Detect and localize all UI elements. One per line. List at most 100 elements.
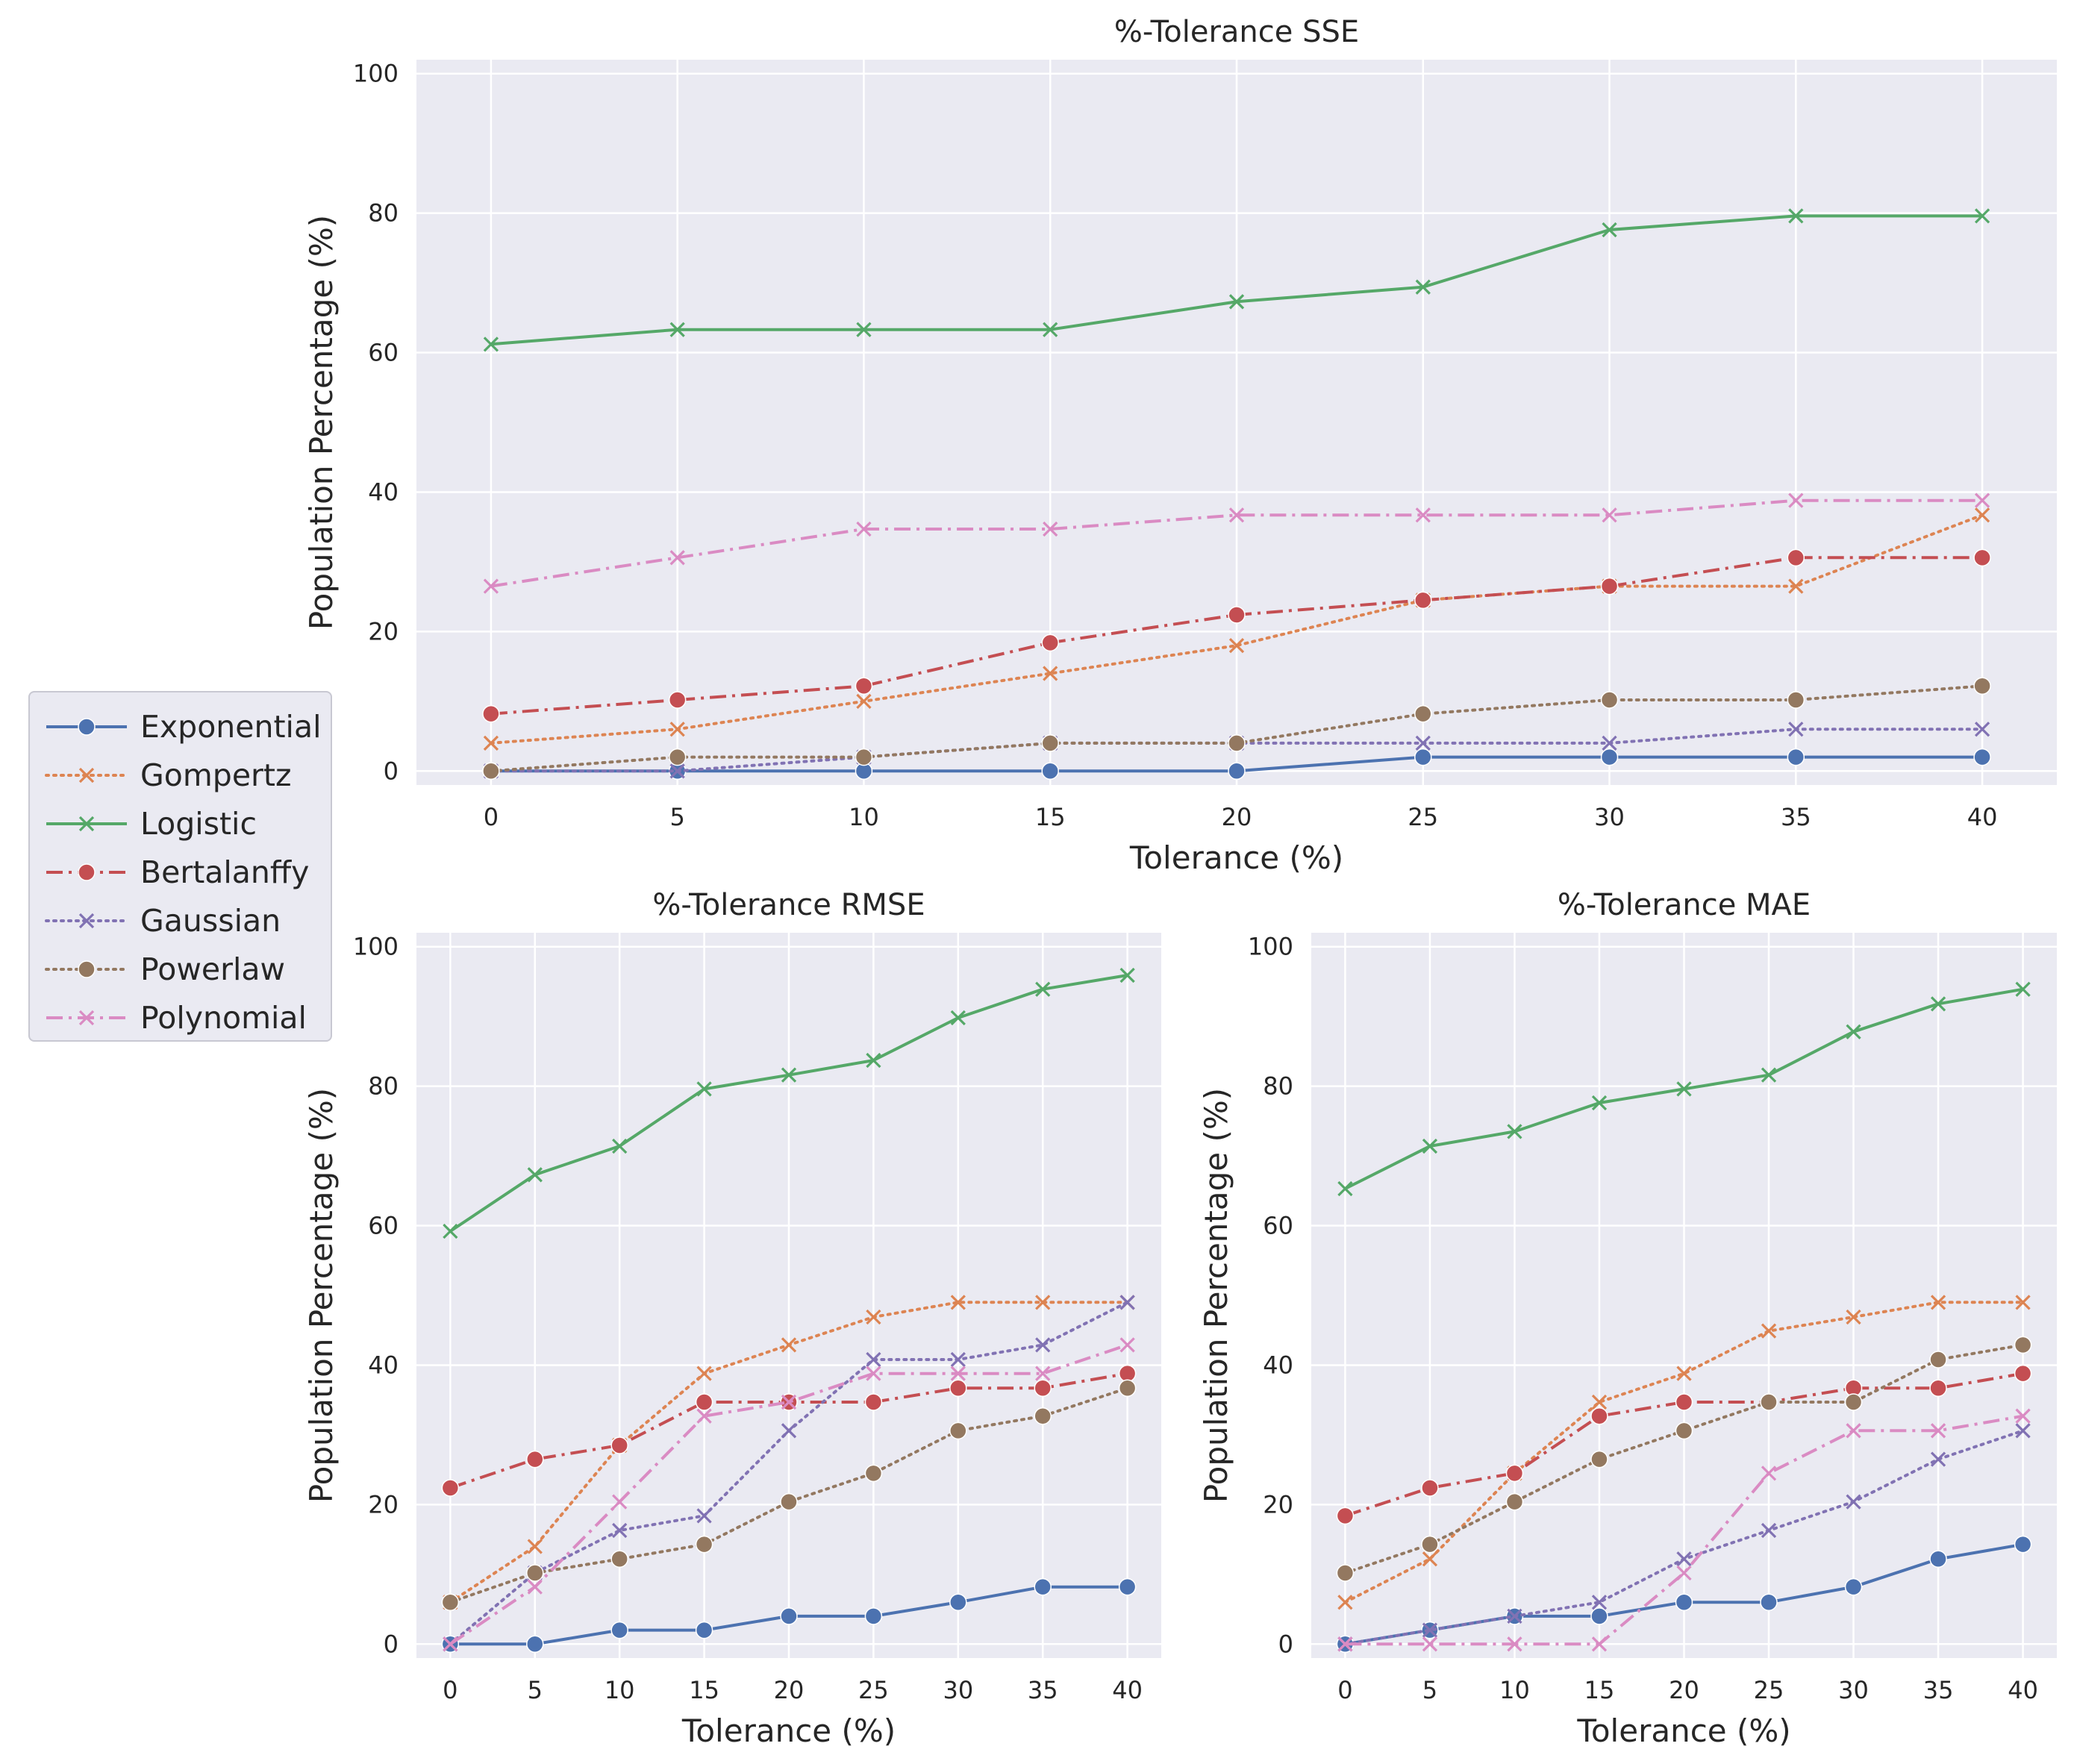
y-tick-label: 60 [368,339,399,367]
data-point-gompertz [1761,1323,1777,1339]
chart-title: %-Tolerance RMSE [652,888,925,922]
data-point-bertalanffy [1929,1379,1947,1398]
data-point-powerlaw [1600,691,1619,709]
data-point-logistic [1507,1124,1522,1139]
y-axis-label: Population Percentage (%) [303,215,340,630]
data-point-logistic [1043,322,1058,337]
data-point-powerlaw [695,1535,713,1554]
y-tick-label: 100 [353,933,399,961]
data-point-bertalanffy [1505,1464,1524,1483]
chart-sse: 0 5 10 15 20 25 30 35 40 0 20 40 60 80 100 %-Tolerance … [303,15,2057,876]
data-point-gompertz [950,1295,966,1310]
data-point-gaussian [1974,722,1990,737]
x-tick-label: 25 [858,1676,889,1704]
legend-label: Polynomial [140,1000,307,1036]
x-tick-label: 0 [484,803,499,831]
legend-swatch-powerlaw [45,960,128,978]
series-logistic [1337,981,2031,1197]
x-tick-label: 40 [1112,1676,1143,1704]
y-tick-label: 100 [1248,933,1293,961]
x-tick-label: 20 [1669,1676,1699,1704]
x-tick-label: 25 [1754,1676,1784,1704]
data-point-polynomial [950,1366,966,1381]
data-point-logistic [1337,1180,1353,1197]
x-tick-label: 40 [2008,1676,2038,1704]
x-tick-label: 5 [1422,1676,1437,1704]
data-point-bertalanffy [668,691,687,709]
data-point-gaussian [2015,1423,2031,1439]
series-gompertz [443,1295,1135,1610]
x-tick-label: 30 [1838,1676,1869,1704]
data-point-polynomial [1974,492,1990,508]
legend-item-exponential: Exponential [30,703,331,751]
data-point-bertalanffy [1590,1407,1608,1425]
chart-rmse: 0 5 10 15 20 25 30 35 40 0 20 40 60 80 100 %-Tolerance … [303,888,1161,1749]
data-point-polynomial [612,1494,628,1510]
data-point-exponential [1414,748,1432,766]
data-point-bertalanffy [526,1450,544,1469]
data-point-gaussian [1930,1451,1946,1467]
data-point-logistic [1228,294,1245,310]
data-point-powerlaw [1034,1407,1052,1425]
legend-marker [78,913,95,929]
legend-marker [78,718,96,736]
data-point-gompertz [781,1337,797,1353]
data-point-polynomial [1930,1423,1946,1439]
legend-marker [78,767,95,784]
data-point-bertalanffy [441,1479,460,1497]
legend-item-logistic: Logistic [30,800,331,848]
x-tick-label: 10 [849,803,879,831]
data-point-gaussian [1591,1595,1608,1610]
x-tick-label: 30 [1594,803,1625,831]
data-point-polynomial [1591,1636,1608,1652]
data-point-exponential [695,1621,713,1639]
data-point-polynomial [1043,521,1058,537]
x-tick-label: 15 [1035,803,1066,831]
y-axis-label: Population Percentage (%) [303,1088,340,1503]
data-point-bertalanffy [610,1436,628,1454]
x-tick-label: 35 [1028,1676,1058,1704]
data-point-gaussian [1846,1494,1861,1510]
legend-item-polynomial: Polynomial [30,994,331,1042]
data-point-polynomial [1119,1337,1135,1353]
data-point-powerlaw [441,1593,460,1611]
y-tick-label: 60 [1263,1212,1293,1240]
legend-marker [78,1010,95,1026]
data-point-powerlaw [1675,1421,1693,1440]
data-point-powerlaw [1336,1564,1355,1582]
data-point-logistic [1415,279,1431,295]
data-point-gaussian [1761,1522,1777,1539]
legend-label: Powerlaw [140,951,286,987]
data-point-gompertz [1591,1394,1608,1410]
data-point-logistic [443,1223,458,1239]
data-point-gompertz [1930,1295,1946,1310]
data-point-polynomial [1228,507,1245,523]
chart-mae: 0 5 10 15 20 25 30 35 40 0 20 40 60 80 100 %-Tolerance … [1198,888,2057,1749]
data-point-powerlaw [1228,734,1246,752]
y-tick-label: 20 [368,617,399,645]
data-point-powerlaw [780,1492,798,1511]
data-point-bertalanffy [1041,634,1059,652]
data-point-gaussian [950,1351,966,1368]
chart-title: %-Tolerance SSE [1114,15,1359,49]
data-point-powerlaw [864,1464,883,1483]
y-tick-label: 40 [1263,1351,1293,1379]
legend-marker [78,863,96,881]
legend: Exponential Gompertz Logistic Bertalanff… [28,691,332,1042]
y-tick-label: 80 [368,199,399,228]
data-point-powerlaw [1414,704,1432,723]
y-tick-label: 20 [1263,1490,1293,1519]
data-point-logistic [2015,981,2031,997]
legend-marker [78,960,96,978]
data-point-bertalanffy [1675,1393,1693,1411]
data-point-gompertz [669,722,685,737]
data-point-logistic [696,1081,712,1097]
series-polynomial [1337,1408,2031,1652]
data-point-logistic [781,1067,797,1083]
data-point-exponential [1041,762,1059,781]
series-polynomial [483,492,1990,594]
legend-label: Gaussian [140,903,281,939]
series-line-polynomial [449,1343,1128,1645]
legend-label: Gompertz [140,757,292,793]
